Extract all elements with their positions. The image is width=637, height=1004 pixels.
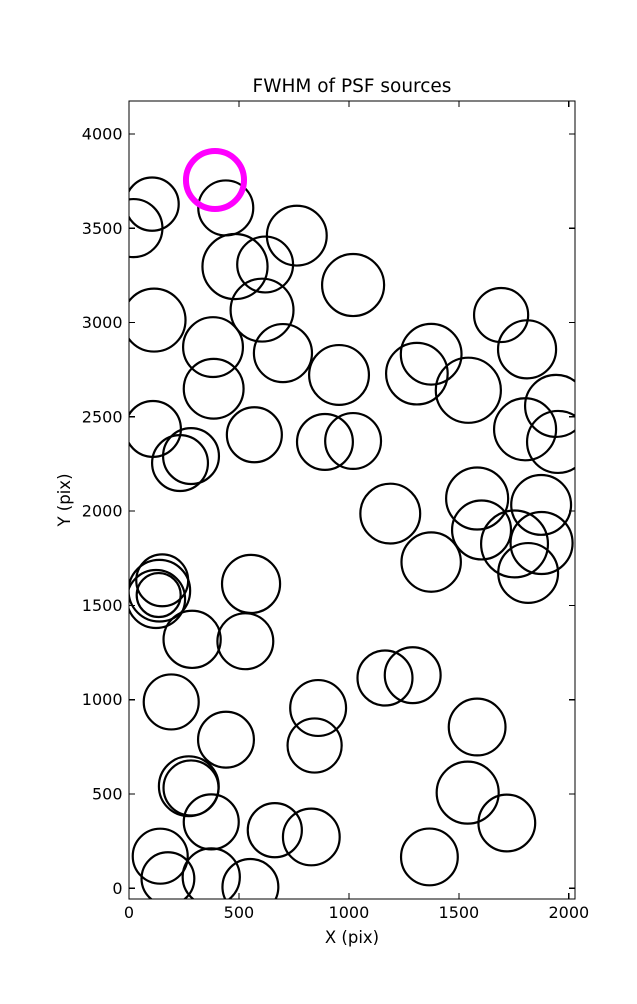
psf-circle: [182, 357, 245, 420]
psf-circle: [434, 356, 502, 424]
psf-circle: [525, 409, 575, 475]
psf-circle: [225, 406, 283, 464]
psf-sources: [129, 147, 575, 899]
psf-circle: [129, 558, 192, 623]
psf-circle: [161, 427, 221, 486]
highlighted-psf-circle: [182, 147, 248, 213]
psf-circle: [131, 827, 189, 885]
psf-circle: [281, 807, 341, 867]
x-tick-label: 1500: [439, 903, 480, 922]
psf-circle: [510, 473, 573, 536]
psf-circle: [252, 322, 314, 384]
y-tick-label: 3000: [82, 313, 123, 332]
psf-circle: [129, 197, 164, 259]
y-tick-label: 1000: [82, 690, 123, 709]
y-tick-label: 4000: [82, 124, 123, 143]
psf-circle: [201, 232, 269, 301]
psf-circle: [399, 827, 459, 887]
y-tick-label: 2000: [82, 502, 123, 521]
y-axis-label: Y (pix): [55, 473, 74, 527]
psf-circle: [383, 646, 442, 705]
psf-circle: [286, 717, 343, 774]
x-tick-label: 2000: [548, 903, 589, 922]
x-axis-label: X (pix): [325, 928, 379, 947]
psf-circle: [496, 319, 558, 380]
psf-circle: [384, 341, 449, 406]
psf-circle: [182, 316, 245, 379]
y-tick-label: 500: [92, 784, 123, 803]
psf-circle: [142, 673, 200, 731]
psf-circle: [447, 697, 507, 757]
plot-layer: 0 500 1000 1500 2000 0 500 1000 1500 2000 2500 3000…: [82, 100, 589, 922]
x-tick-label: 1000: [329, 903, 370, 922]
y-tick-label: 2500: [82, 407, 123, 426]
psf-circle: [135, 571, 182, 619]
psf-circle: [246, 802, 303, 859]
psf-circle: [196, 710, 256, 769]
psf-circle: [162, 609, 222, 670]
psf-circle: [150, 434, 210, 493]
psf-circle: [129, 176, 180, 232]
psf-circle: [181, 847, 241, 899]
psf-circle: [479, 509, 550, 579]
psf-circle: [129, 287, 187, 353]
psf-circle: [356, 649, 414, 707]
psf-circle: [492, 397, 558, 462]
x-tick-label: 500: [224, 903, 255, 922]
psf-circle: [477, 793, 537, 853]
psf-circle: [450, 499, 513, 561]
psf-circle: [359, 482, 422, 545]
psf-circle: [308, 343, 371, 406]
psf-circle: [472, 286, 530, 344]
psf-circle: [320, 252, 386, 318]
x-tick-label: 0: [124, 903, 134, 922]
psf-circle: [216, 612, 275, 671]
y-tick-label: 3500: [82, 219, 123, 238]
psf-circle: [509, 510, 574, 576]
plot-title: FWHM of PSF sources: [253, 76, 452, 97]
axes-frame: [128, 100, 576, 900]
psf-circle: [399, 322, 463, 386]
y-tick-label: 1500: [82, 596, 123, 615]
psf-circle: [400, 531, 462, 593]
psf-circle: [236, 235, 295, 294]
psf-circle: [162, 759, 220, 817]
psf-circle: [221, 857, 280, 899]
psf-circle: [497, 541, 560, 604]
psf-circle: [289, 678, 348, 738]
psf-circle: [324, 411, 383, 471]
psf-circle: [140, 851, 196, 899]
psf-circle: [229, 277, 295, 343]
psf-circle: [129, 568, 187, 630]
y-tick-label: 0: [112, 879, 122, 898]
psf-circle: [445, 466, 510, 531]
psf-circle: [295, 412, 354, 471]
psf-circle: [435, 760, 500, 825]
